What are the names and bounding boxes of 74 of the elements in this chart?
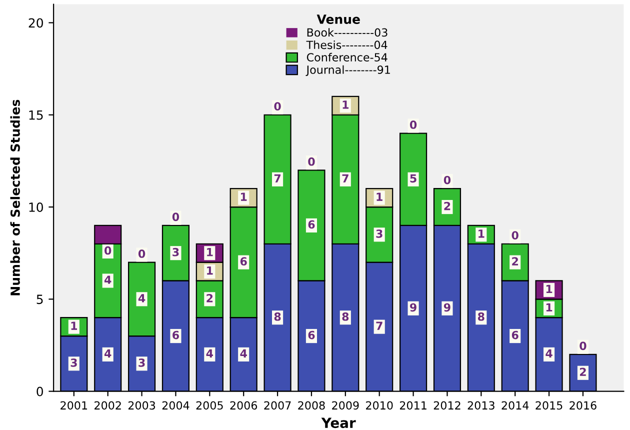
x-tick-label: 2002 bbox=[94, 401, 121, 410]
data-label: 7 bbox=[342, 174, 348, 182]
data-label: 4 bbox=[104, 276, 112, 284]
data-label: 2 bbox=[512, 257, 518, 266]
data-label: 4 bbox=[138, 294, 146, 302]
data-label: 3 bbox=[70, 358, 77, 367]
data-label: 1 bbox=[71, 322, 78, 330]
data-label: 7 bbox=[376, 322, 382, 330]
data-label: 1 bbox=[342, 100, 349, 109]
data-label: 5 bbox=[410, 174, 416, 183]
x-axis-title: Year bbox=[321, 418, 356, 428]
y-tick-label: 10 bbox=[29, 202, 43, 212]
y-tick-label: 20 bbox=[28, 18, 43, 28]
data-label: 8 bbox=[342, 312, 349, 321]
data-label: 2 bbox=[580, 368, 586, 376]
x-tick-label: 2006 bbox=[230, 401, 258, 410]
data-label: 1 bbox=[240, 192, 247, 201]
data-label: 4 bbox=[104, 349, 112, 358]
data-label: 4 bbox=[546, 349, 552, 358]
y-axis-title: Number of Selected Studies bbox=[10, 100, 20, 296]
x-tick-label: 2005 bbox=[196, 401, 223, 410]
data-label: 8 bbox=[478, 312, 484, 321]
x-tick-label: 2010 bbox=[366, 401, 393, 410]
data-label: 8 bbox=[274, 312, 281, 321]
x-tick-label: 2013 bbox=[468, 401, 494, 410]
data-label: 7 bbox=[274, 174, 281, 182]
y-tick-label: 15 bbox=[29, 110, 43, 120]
data-label: 0 bbox=[104, 246, 112, 255]
data-label: 1 bbox=[546, 284, 552, 294]
x-tick-label: 2001 bbox=[60, 401, 88, 410]
data-label: 1 bbox=[207, 248, 213, 256]
data-label: 0 bbox=[274, 102, 281, 111]
data-label: 9 bbox=[444, 303, 450, 312]
legend-label: Journal--------91 bbox=[306, 65, 390, 76]
data-label: 2 bbox=[206, 294, 213, 302]
x-tick-label: 2016 bbox=[570, 401, 596, 410]
data-label: 0 bbox=[172, 212, 180, 222]
legend-label: Thesis--------04 bbox=[306, 40, 388, 50]
data-label: 6 bbox=[172, 330, 179, 340]
data-label: 6 bbox=[240, 257, 247, 266]
x-tick-label: 2007 bbox=[264, 401, 291, 410]
data-label: 3 bbox=[376, 229, 382, 238]
data-label: 3 bbox=[138, 358, 145, 367]
data-label: 9 bbox=[410, 303, 416, 312]
legend-label: Conference-54 bbox=[306, 52, 388, 62]
y-tick-label: 0 bbox=[36, 386, 43, 396]
x-tick-label: 2015 bbox=[536, 401, 562, 410]
data-label: 4 bbox=[240, 349, 247, 358]
data-label: 6 bbox=[512, 330, 518, 340]
data-label: 1 bbox=[207, 266, 213, 275]
data-label: 6 bbox=[308, 330, 315, 340]
x-tick-label: 2009 bbox=[332, 401, 359, 410]
legend-title: Venue bbox=[316, 14, 360, 24]
data-label: 0 bbox=[308, 157, 315, 166]
data-label: 1 bbox=[546, 303, 552, 312]
x-tick-label: 2012 bbox=[434, 401, 460, 410]
data-label: 0 bbox=[138, 250, 146, 258]
data-label: 0 bbox=[512, 231, 518, 240]
data-label: 1 bbox=[478, 230, 484, 238]
data-label: 0 bbox=[444, 176, 451, 184]
x-tick-label: 2004 bbox=[162, 401, 190, 410]
data-label: 0 bbox=[580, 342, 586, 350]
x-tick-label: 2011 bbox=[400, 401, 426, 410]
x-tick-label: 2014 bbox=[502, 401, 529, 410]
data-label: 0 bbox=[410, 120, 417, 129]
data-label: 4 bbox=[206, 349, 214, 358]
data-label: 2 bbox=[444, 202, 450, 210]
data-label: 1 bbox=[376, 192, 382, 201]
y-tick-label: 5 bbox=[36, 294, 43, 304]
data-label: 3 bbox=[172, 248, 179, 256]
x-tick-label: 2003 bbox=[128, 401, 156, 410]
x-tick-label: 2008 bbox=[298, 401, 325, 410]
legend-label: Book----------03 bbox=[307, 28, 388, 37]
data-label: 6 bbox=[308, 220, 315, 229]
